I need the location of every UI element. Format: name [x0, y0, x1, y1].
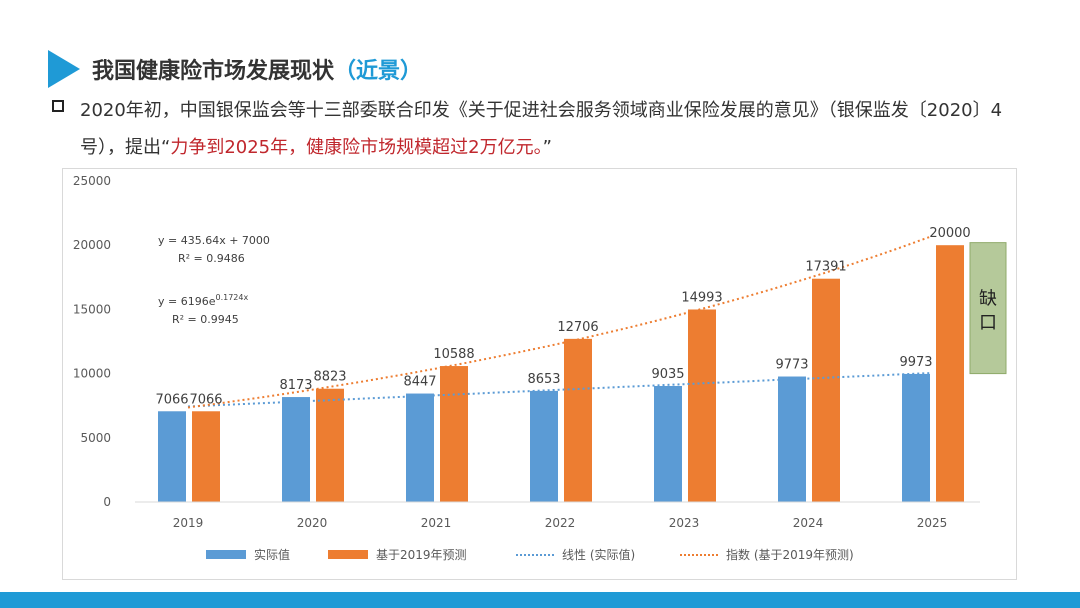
equation-exp-base: y = 6196e: [158, 295, 216, 308]
data-label-forecast: 10588: [433, 347, 474, 362]
equation-exponential: y = 6196e0.1724x R² = 0.9945: [158, 293, 248, 326]
gap-rect: [969, 242, 1007, 375]
legend: 实际值 基于2019年预测 线性 (实际值) 指数 (基于2019年预测): [206, 547, 854, 562]
paragraph-text-a: 2020年初，中国银保监会等十三部委联合印发《关于促进社会服务领域商业保险发展的…: [80, 100, 1003, 158]
trendline-exponential: [187, 235, 933, 409]
x-axis: 2019 2020 2021 2022 2023 2024 2025: [135, 501, 980, 530]
data-label-actual: 8653: [527, 372, 560, 387]
bar-actual: [282, 397, 310, 502]
data-label-actual: 9973: [899, 355, 932, 370]
x-tick-label: 2022: [545, 516, 576, 530]
data-label-forecast: 12706: [557, 320, 598, 335]
y-tick-label: 5000: [80, 431, 111, 445]
equation-exp-line1: y = 6196e0.1724x: [158, 293, 248, 308]
bottom-band: [0, 592, 1080, 608]
x-tick-label: 2024: [793, 516, 824, 530]
intro-paragraph: 2020年初，中国银保监会等十三部委联合印发《关于促进社会服务领域商业保险发展的…: [80, 92, 1030, 166]
data-label-actual: 8447: [403, 375, 436, 390]
y-tick-label: 20000: [73, 238, 111, 252]
bar-forecast: [688, 309, 716, 502]
equation-linear-line2: R² = 0.9486: [178, 252, 245, 265]
y-tick-label: 10000: [73, 367, 111, 381]
x-tick-label: 2020: [297, 516, 328, 530]
y-tick-label: 0: [103, 495, 111, 509]
y-tick-label: 25000: [73, 174, 111, 188]
equation-exp-power: 0.1724x: [215, 293, 248, 302]
bar-forecast: [564, 338, 592, 502]
legend-label-exponential: 指数 (基于2019年预测): [726, 547, 854, 562]
x-tick-label: 2021: [421, 516, 452, 530]
data-label-actual: 9035: [651, 367, 684, 382]
y-tick-label: 15000: [73, 302, 111, 316]
bar-forecast: [192, 411, 220, 502]
slide-title-accent: （近景）: [334, 59, 423, 84]
x-tick-label: 2023: [669, 516, 700, 530]
legend-swatch-forecast: [328, 550, 368, 559]
legend-swatch-actual: [206, 550, 246, 559]
data-label-actual: 7066: [155, 392, 188, 407]
legend-label-linear: 线性 (实际值): [562, 547, 635, 562]
gap-box: 缺口: [969, 242, 1007, 375]
paragraph-text-b: ”: [542, 137, 552, 158]
bar-actual: [778, 376, 806, 502]
equation-linear: y = 435.64x + 7000 R² = 0.9486: [158, 234, 270, 265]
equation-exp-line2: R² = 0.9945: [172, 313, 239, 326]
bar-actual: [902, 373, 930, 502]
bar-actual: [530, 390, 558, 502]
data-label-actual: 9773: [775, 358, 808, 373]
data-label-actual: 8173: [279, 378, 312, 393]
slide-title-bar: 我国健康险市场发展现状 （近景）: [48, 50, 422, 88]
data-label-forecast: 17391: [805, 260, 846, 275]
y-axis-labels: 0 5000 10000 15000 20000 25000: [73, 174, 111, 509]
slide-title: 我国健康险市场发展现状: [92, 59, 335, 84]
bars: [158, 245, 964, 502]
legend-label-forecast: 基于2019年预测: [376, 548, 467, 562]
bar-actual: [406, 393, 434, 502]
x-tick-label: 2025: [917, 516, 948, 530]
data-label-forecast: 8823: [313, 370, 346, 385]
trendline-linear: [187, 372, 933, 408]
bar-actual: [654, 385, 682, 502]
bar-forecast: [812, 278, 840, 502]
equation-linear-line1: y = 435.64x + 7000: [158, 234, 270, 247]
gap-label-2: 口: [979, 313, 997, 334]
title-triangle-icon: [48, 50, 80, 88]
bar-forecast: [440, 366, 468, 502]
bar-forecast: [316, 388, 344, 502]
data-label-forecast: 14993: [681, 290, 722, 305]
gap-label-1: 缺: [979, 289, 997, 310]
legend-label-actual: 实际值: [254, 547, 290, 562]
square-bullet-icon: [52, 100, 64, 112]
bar-actual: [158, 411, 186, 502]
bar-forecast: [936, 245, 964, 502]
paragraph-highlight: 力争到2025年，健康险市场规模超过2万亿元。: [170, 137, 543, 158]
trendlines: [187, 235, 933, 409]
data-label-forecast: 20000: [929, 226, 970, 241]
data-label-forecast: 7066: [189, 392, 222, 407]
chart-frame: [62, 168, 1017, 580]
x-tick-label: 2019: [173, 516, 204, 530]
